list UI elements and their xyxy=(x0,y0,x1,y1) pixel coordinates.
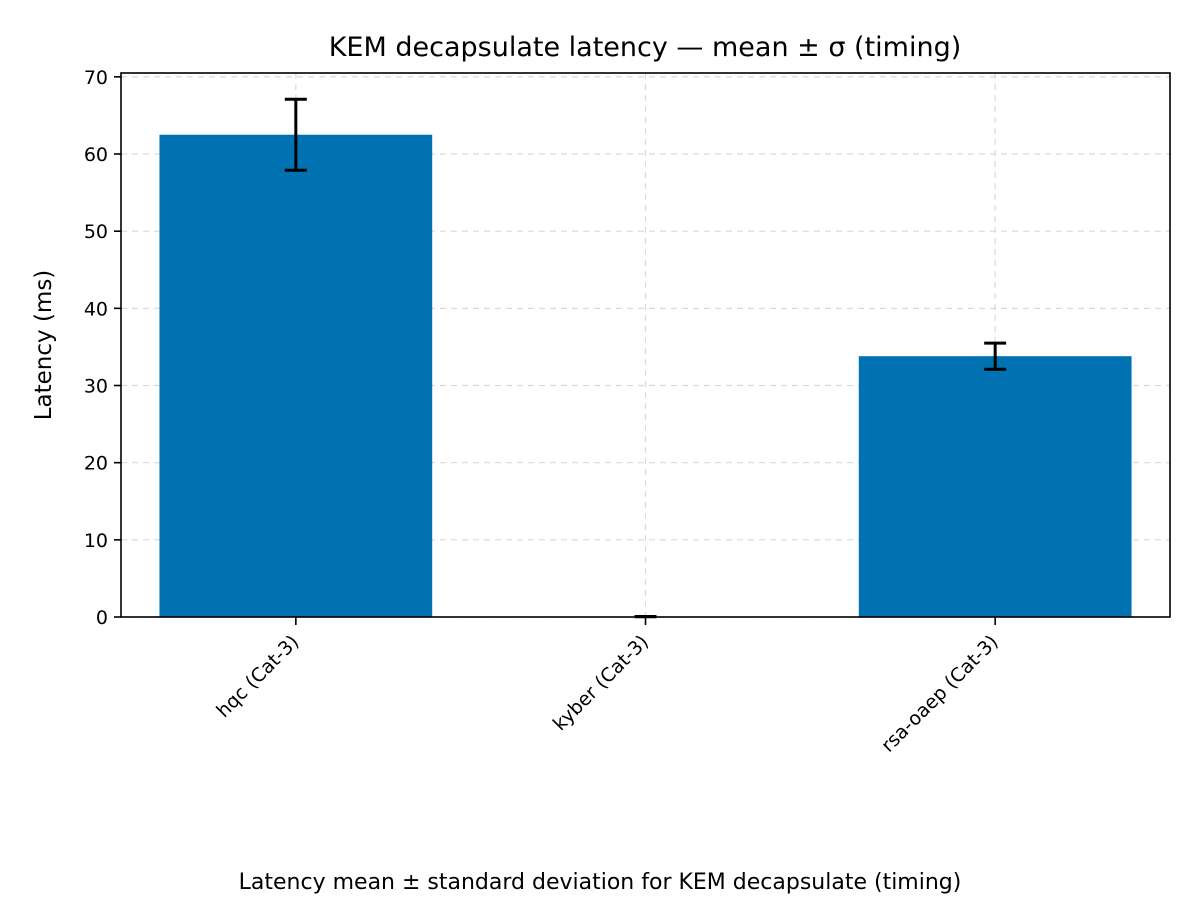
y-tick-label: 40 xyxy=(84,298,108,320)
x-tick-label: kyber (Cat-3) xyxy=(549,631,653,735)
y-tick-label: 10 xyxy=(84,530,108,552)
chart-caption: Latency mean ± standard deviation for KE… xyxy=(239,870,962,895)
y-tick-label: 20 xyxy=(84,453,108,475)
x-tick-label: rsa-oaep (Cat-3) xyxy=(877,631,1003,757)
x-tick-label: hqc (Cat-3) xyxy=(212,631,303,722)
y-tick-label: 30 xyxy=(84,376,108,398)
y-tick-label: 0 xyxy=(96,607,108,629)
bar xyxy=(159,134,433,617)
bar xyxy=(858,356,1132,617)
y-ticks: 0 10 20 30 40 50 60 70 xyxy=(84,67,121,629)
x-ticks: hqc (Cat-3) kyber (Cat-3) rsa-oaep (Cat-3) xyxy=(212,617,1003,757)
y-tick-label: 70 xyxy=(84,67,108,89)
bars-layer xyxy=(159,134,1132,617)
y-tick-label: 50 xyxy=(84,221,108,243)
y-tick-label: 60 xyxy=(84,144,108,166)
y-axis-label: Latency (ms) xyxy=(31,270,57,421)
chart-title: KEM decapsulate latency — mean ± σ (timi… xyxy=(329,32,962,63)
